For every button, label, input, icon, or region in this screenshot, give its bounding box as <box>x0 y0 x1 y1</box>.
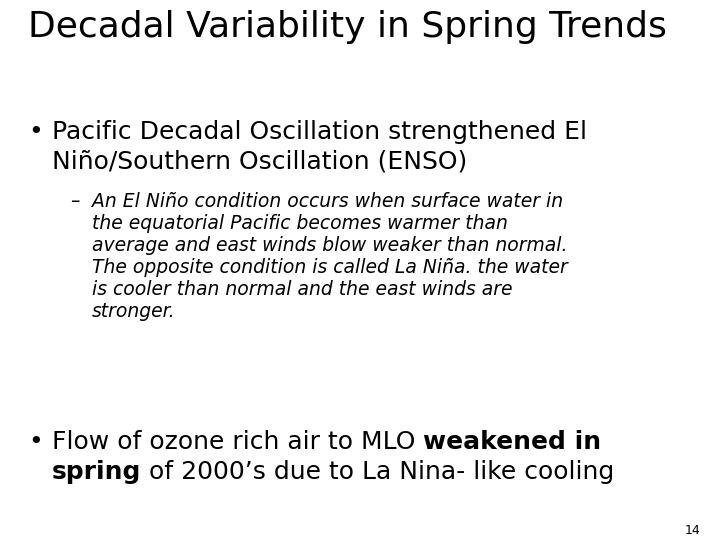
Text: Pacific Decadal Oscillation strengthened El: Pacific Decadal Oscillation strengthened… <box>52 120 587 144</box>
Text: Niño/Southern Oscillation (ENSO): Niño/Southern Oscillation (ENSO) <box>52 150 467 174</box>
Text: is cooler than normal and the east winds are: is cooler than normal and the east winds… <box>92 280 513 299</box>
Text: The opposite condition is called La Niña. the water: The opposite condition is called La Niña… <box>92 258 568 277</box>
Text: spring: spring <box>52 460 141 484</box>
Text: •: • <box>28 430 42 454</box>
Text: Decadal Variability in Spring Trends: Decadal Variability in Spring Trends <box>28 10 667 44</box>
Text: An El Niño condition occurs when surface water in: An El Niño condition occurs when surface… <box>92 192 563 211</box>
Text: 14: 14 <box>684 524 700 537</box>
Text: of 2000’s due to La Nina- like cooling: of 2000’s due to La Nina- like cooling <box>141 460 615 484</box>
Text: –: – <box>70 192 79 211</box>
Text: weakened in: weakened in <box>423 430 601 454</box>
Text: •: • <box>28 120 42 144</box>
Text: Flow of ozone rich air to MLO: Flow of ozone rich air to MLO <box>52 430 423 454</box>
Text: average and east winds blow weaker than normal.: average and east winds blow weaker than … <box>92 236 567 255</box>
Text: stronger.: stronger. <box>92 302 176 321</box>
Text: the equatorial Pacific becomes warmer than: the equatorial Pacific becomes warmer th… <box>92 214 508 233</box>
